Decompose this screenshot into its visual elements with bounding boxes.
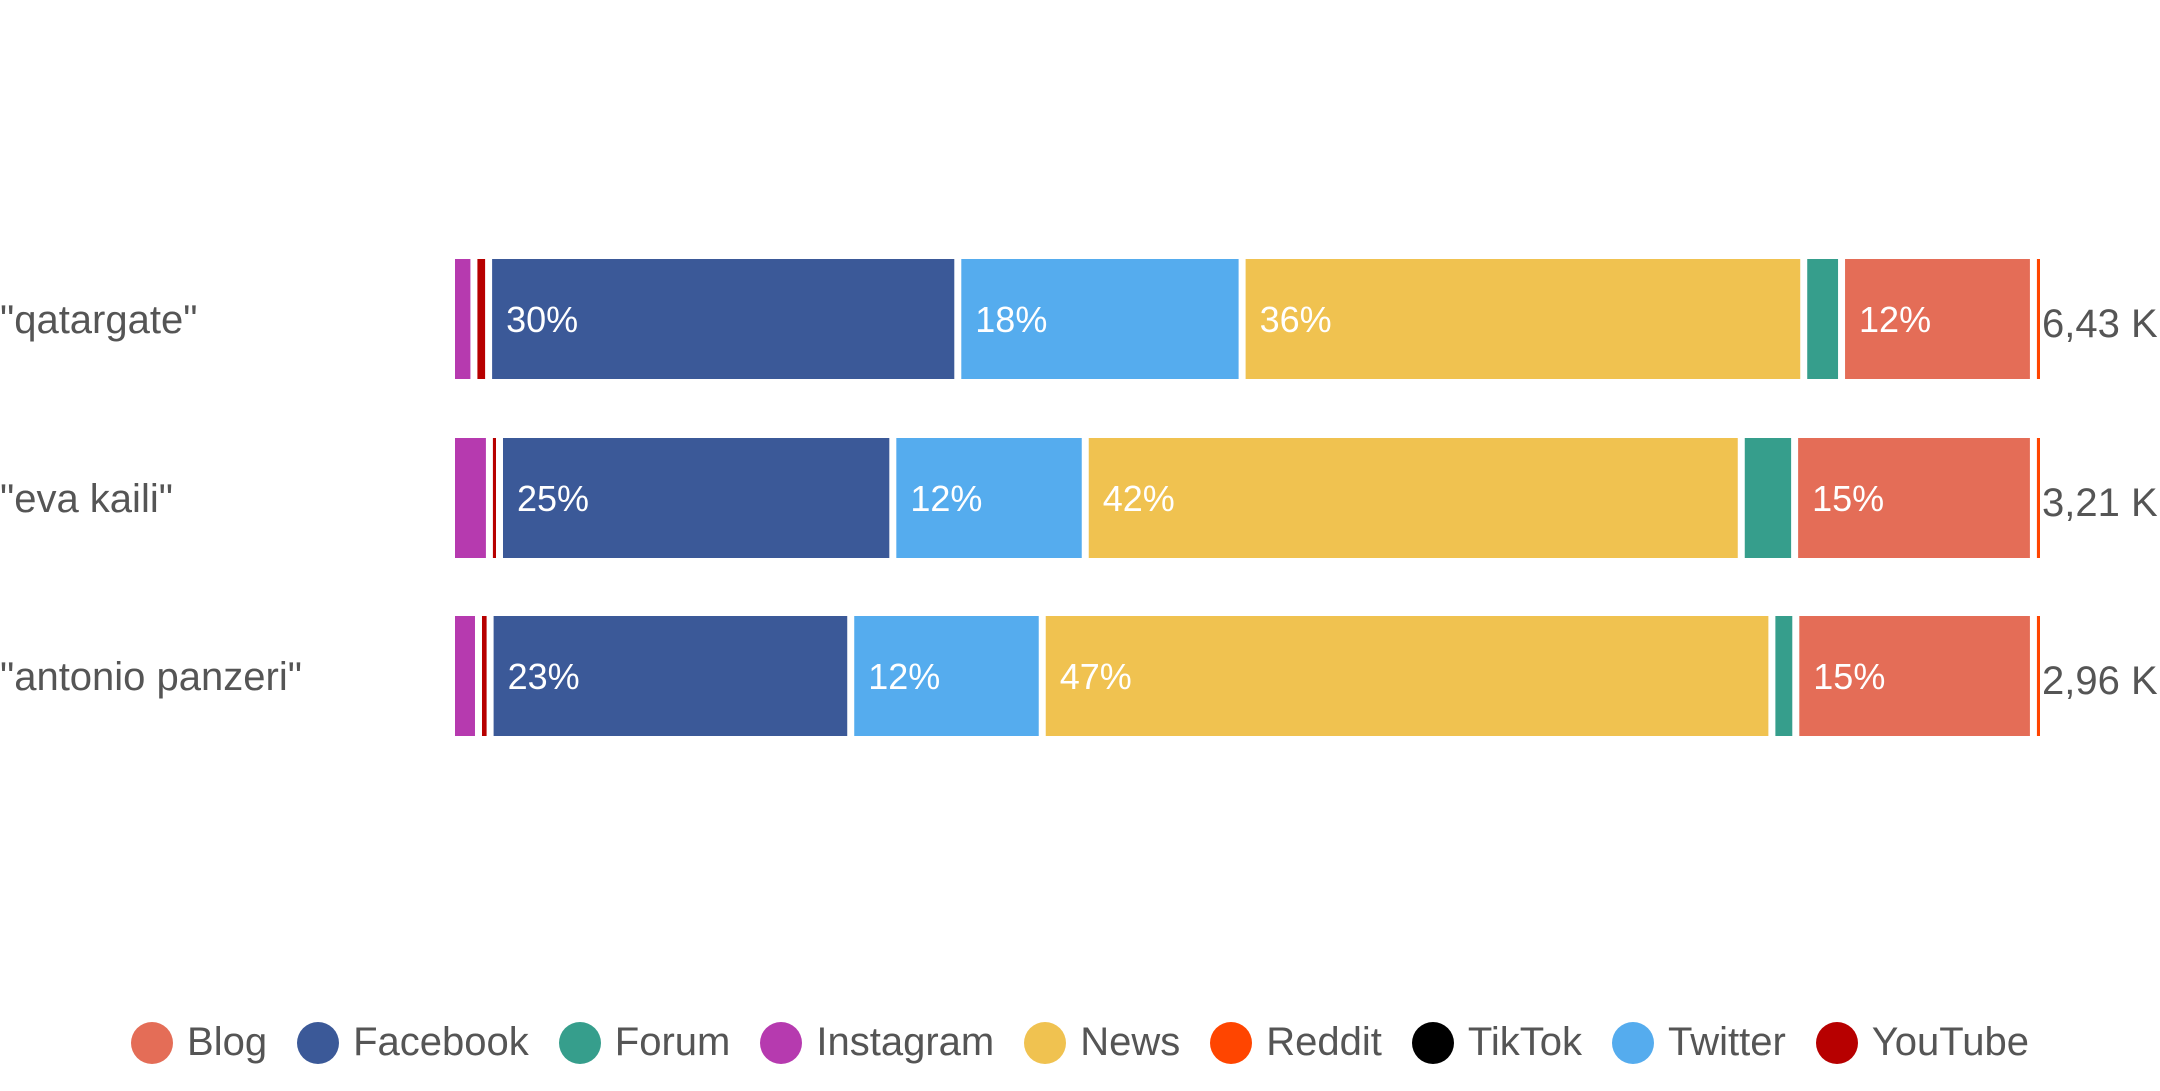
- segment-label: 25%: [517, 478, 589, 519]
- legend-swatch-icon: [760, 1021, 803, 1064]
- stacked-bar-chart: "qatargate" 30% 18% 36% 12% 6,43 K "eva kaili"…: [0, 259, 2158, 736]
- legend-item-youtube[interactable]: YouTube: [1815, 1020, 2029, 1065]
- legend-label: Forum: [614, 1020, 731, 1064]
- segment-label: 36%: [1260, 299, 1332, 340]
- bar-segment-youtube: [481, 616, 487, 736]
- total-label: 6,43 K: [2042, 302, 2158, 346]
- bar-segment-instagram: [455, 259, 471, 379]
- segment-label: 30%: [506, 299, 578, 340]
- total-label: 3,21 K: [2042, 481, 2158, 525]
- bar-segment-reddit: [2036, 616, 2040, 736]
- segment-label: 12%: [910, 478, 982, 519]
- bar-segment-facebook: [493, 616, 848, 736]
- bar-segment-instagram: [455, 616, 475, 736]
- bar-segment-reddit: [2036, 438, 2040, 558]
- bar-segment-blog: [1799, 616, 2030, 736]
- category-label: "qatargate": [0, 298, 197, 342]
- bar-segment-instagram: [455, 438, 486, 558]
- legend-swatch-icon: [131, 1021, 174, 1064]
- category-label: "eva kaili": [0, 477, 173, 521]
- bar-segment-forum: [1744, 438, 1792, 558]
- legend-label: Facebook: [353, 1020, 529, 1064]
- legend-item-forum[interactable]: Forum: [558, 1020, 731, 1065]
- legend-item-blog[interactable]: Blog: [131, 1020, 267, 1065]
- legend-swatch-icon: [1815, 1021, 1858, 1064]
- segment-label: 12%: [1859, 299, 1931, 340]
- legend-label: Reddit: [1266, 1020, 1382, 1064]
- legend-item-tiktok[interactable]: TikTok: [1411, 1020, 1582, 1065]
- bar-segment-facebook: [492, 259, 955, 379]
- legend-item-reddit[interactable]: Reddit: [1210, 1020, 1382, 1065]
- bar-segment-facebook: [502, 438, 890, 558]
- segment-label: 15%: [1813, 656, 1885, 697]
- category-label: "antonio panzeri": [0, 655, 302, 699]
- bar-segment-youtube: [477, 259, 486, 379]
- bar-segment-forum: [1775, 616, 1793, 736]
- legend-label: News: [1080, 1020, 1181, 1064]
- bar-segment-news: [1245, 259, 1801, 379]
- legend-label: TikTok: [1467, 1020, 1582, 1064]
- legend-label: Instagram: [816, 1020, 995, 1064]
- legend-label: Twitter: [1667, 1020, 1786, 1064]
- segment-label: 23%: [508, 656, 580, 697]
- legend-swatch-icon: [1411, 1021, 1454, 1064]
- bar-segment-twitter: [961, 259, 1239, 379]
- segment-label: 15%: [1812, 478, 1884, 519]
- bar-segment-news: [1088, 438, 1738, 558]
- legend-swatch-icon: [297, 1021, 340, 1064]
- bar-segment-blog: [1845, 259, 2030, 379]
- legend-swatch-icon: [1024, 1021, 1067, 1064]
- legend-item-instagram[interactable]: Instagram: [760, 1020, 994, 1065]
- segment-label: 18%: [975, 299, 1047, 340]
- bar-segment-news: [1045, 616, 1769, 736]
- legend-swatch-icon: [558, 1021, 601, 1064]
- bar-segment-twitter: [896, 438, 1082, 558]
- bar-segment-blog: [1798, 438, 2030, 558]
- legend: Blog Facebook Forum Instagram News Reddit TikT…: [0, 1020, 2160, 1065]
- legend-item-news[interactable]: News: [1024, 1020, 1180, 1065]
- bar-segment-reddit: [2036, 259, 2040, 379]
- legend-item-twitter[interactable]: Twitter: [1611, 1020, 1786, 1065]
- segment-label: 42%: [1103, 478, 1175, 519]
- legend-item-facebook[interactable]: Facebook: [297, 1020, 529, 1065]
- bar-segment-youtube: [492, 438, 496, 558]
- legend-label: Blog: [187, 1020, 268, 1064]
- total-label: 2,96 K: [2042, 659, 2158, 703]
- legend-swatch-icon: [1210, 1021, 1253, 1064]
- segment-label: 47%: [1060, 656, 1132, 697]
- legend-label: YouTube: [1871, 1020, 2029, 1064]
- bar-segment-forum: [1807, 259, 1839, 379]
- bar-segment-twitter: [854, 616, 1039, 736]
- legend-swatch-icon: [1611, 1021, 1654, 1064]
- segment-label: 12%: [868, 656, 940, 697]
